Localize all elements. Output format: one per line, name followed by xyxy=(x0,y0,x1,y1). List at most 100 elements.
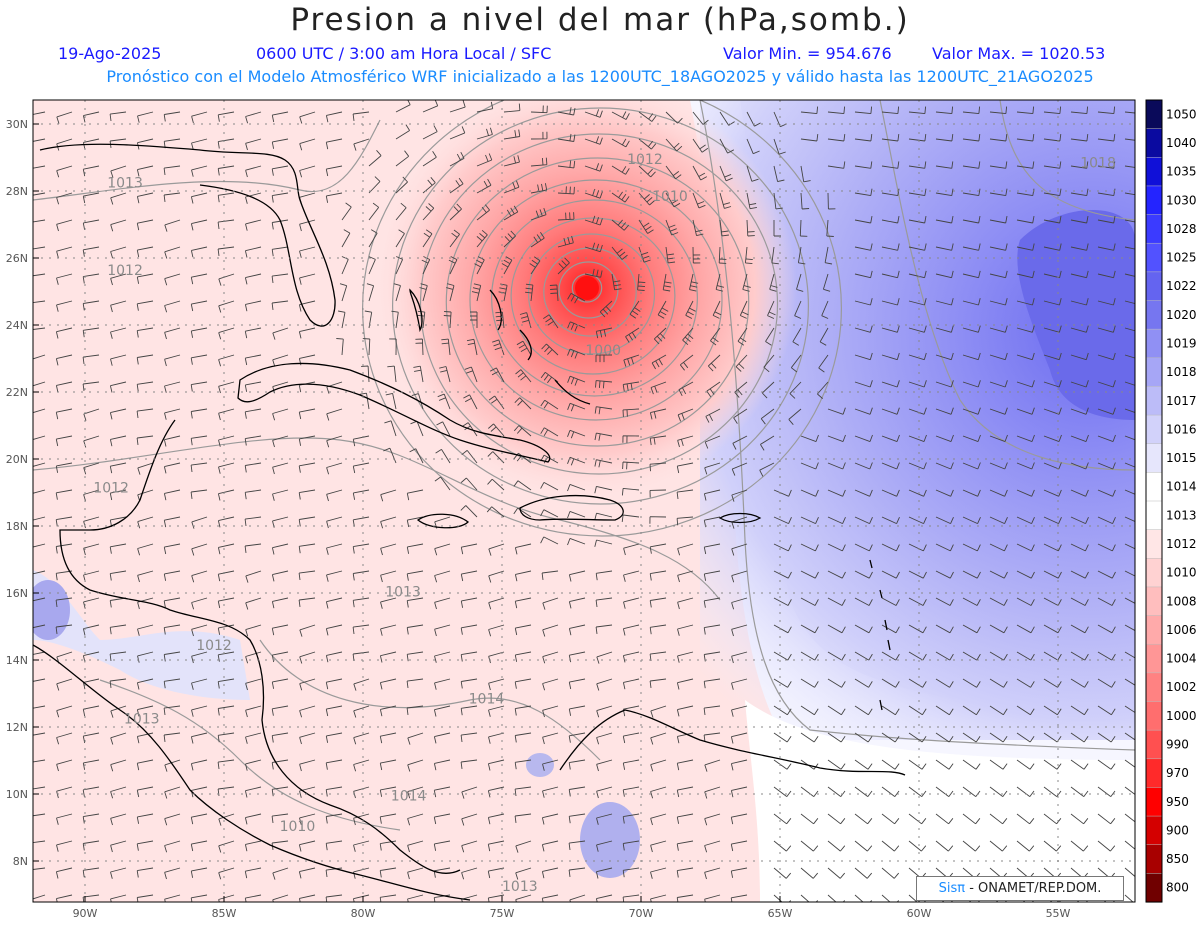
wind-barb xyxy=(685,300,696,319)
wind-barb xyxy=(827,759,846,770)
contour-labels: 1012 1010 1013 1012 1012 1012 1013 1013 1014 1014… xyxy=(93,152,1116,895)
wind-barb xyxy=(800,165,811,183)
wind-barb xyxy=(797,246,806,265)
wind-barb xyxy=(514,705,532,716)
wind-barb xyxy=(434,570,451,583)
wind-barb xyxy=(881,352,900,361)
wind-barb xyxy=(164,840,181,853)
wind-barb xyxy=(82,300,100,311)
wind-barb xyxy=(395,176,408,194)
wind-barb xyxy=(434,624,451,637)
wind-barb xyxy=(908,516,927,525)
wind-barb xyxy=(704,813,721,826)
wind-barb xyxy=(55,435,73,447)
wind-barb xyxy=(773,543,792,552)
wind-barb xyxy=(908,786,927,797)
wind-barb xyxy=(33,462,46,467)
wind-barb xyxy=(407,759,424,772)
wind-barb xyxy=(339,283,348,302)
wind-barb xyxy=(488,423,505,437)
wind-barb xyxy=(434,476,451,491)
wind-barb xyxy=(567,292,586,304)
wind-barb xyxy=(730,786,748,798)
wind-barb xyxy=(395,256,404,275)
wind-barb xyxy=(83,408,100,421)
wind-barb xyxy=(638,165,656,178)
lat-label: 14N xyxy=(6,654,28,667)
wind-barb xyxy=(650,894,667,902)
wind-barb xyxy=(665,192,681,208)
coastline xyxy=(718,512,762,524)
wind-barb xyxy=(1124,219,1135,223)
wind-barb xyxy=(1016,759,1035,770)
wind-barb xyxy=(218,867,235,880)
wind-barb xyxy=(908,216,927,224)
wind-barb xyxy=(218,462,235,474)
lon-label: 85W xyxy=(212,907,237,920)
wind-barb xyxy=(760,435,775,451)
wind-barb xyxy=(449,100,466,113)
wind-barb xyxy=(800,651,819,661)
wind-barb xyxy=(245,678,262,691)
wind-barb xyxy=(541,570,559,580)
wind-barb xyxy=(487,478,505,491)
wind-barb xyxy=(739,300,749,319)
wind-barb xyxy=(794,300,802,319)
wind-barb xyxy=(245,651,262,664)
wind-barb xyxy=(650,840,667,853)
wind-barb xyxy=(935,705,954,716)
wind-barb xyxy=(1070,270,1089,279)
wind-barb xyxy=(82,813,100,824)
wind-barb xyxy=(271,759,289,770)
wind-barb xyxy=(325,705,343,717)
wind-barb xyxy=(55,543,73,554)
wind-barb xyxy=(530,183,548,194)
wind-barb xyxy=(731,516,748,529)
wind-barb xyxy=(379,867,397,878)
wind-barb xyxy=(82,381,100,391)
wind-barb xyxy=(110,840,127,853)
wind-barb xyxy=(503,180,520,194)
wind-barb xyxy=(191,678,208,690)
wind-barb xyxy=(935,216,954,224)
wind-barb xyxy=(773,732,792,743)
wind-barb xyxy=(298,435,316,446)
wind-barb xyxy=(989,106,1008,115)
wind-barb xyxy=(368,202,380,221)
wind-barb xyxy=(191,111,208,124)
wind-barb xyxy=(299,678,316,691)
wind-barb xyxy=(800,570,819,579)
wind-barb xyxy=(596,732,613,745)
wind-barb xyxy=(989,705,1008,716)
wind-barb xyxy=(962,407,981,415)
wind-barb xyxy=(719,138,735,154)
wind-barb xyxy=(353,678,370,691)
wind-barb xyxy=(1097,434,1116,443)
wind-barb xyxy=(33,435,46,440)
wind-barb xyxy=(353,840,370,852)
wind-barb xyxy=(1124,597,1135,604)
wind-barb xyxy=(271,705,289,716)
wind-barb xyxy=(1016,489,1035,497)
wind-barb xyxy=(737,327,748,346)
wind-barb xyxy=(446,283,455,302)
wind-barb xyxy=(33,219,46,223)
wind-barb xyxy=(503,103,521,113)
wind-barb xyxy=(136,732,154,744)
wind-barb xyxy=(299,759,316,772)
wind-barb xyxy=(962,462,981,470)
wind-barb xyxy=(596,678,613,691)
wind-barb xyxy=(299,705,316,718)
wind-barb xyxy=(82,894,100,902)
wind-barb xyxy=(1097,407,1116,415)
wind-barb xyxy=(854,352,873,361)
wind-barb xyxy=(217,597,235,609)
wind-barb xyxy=(989,161,1008,169)
wind-barb xyxy=(788,408,802,425)
wind-barb xyxy=(827,705,846,716)
wind-barb xyxy=(731,651,748,664)
wind-barb xyxy=(109,651,127,662)
colorbar-level-label: 1008 xyxy=(1166,594,1197,608)
wind-barb xyxy=(476,178,492,194)
wind-barb xyxy=(962,651,981,661)
